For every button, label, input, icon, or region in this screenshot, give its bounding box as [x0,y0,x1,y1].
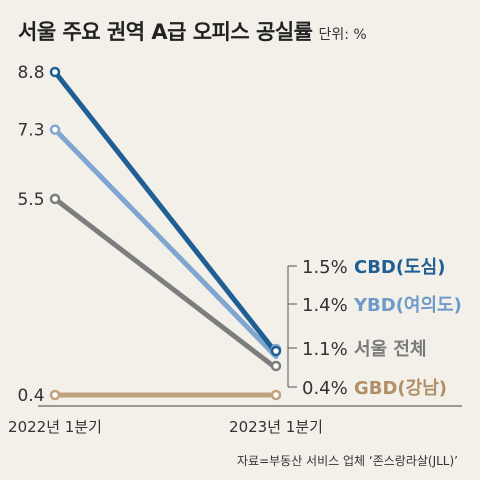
series-marker [49,389,61,401]
series-name-label: YBD(여의도) [353,295,462,316]
series-marker [270,345,282,357]
start-value-label: 7.3 [17,121,44,141]
x-tick-label: 2022년 1분기 [8,418,102,436]
series-line [52,196,279,371]
series-name-label: 서울 전체 [354,339,427,360]
unit-label: 단위: % [318,27,367,43]
x-tick-label: 2023년 1분기 [229,418,323,436]
series-name-label: GBD(강남) [354,378,447,399]
series-marker [270,389,282,401]
series-marker [49,124,61,135]
series-marker [49,66,61,78]
source-note: 자료=부동산 서비스 업체 ‘존스랑라살(JLL)’ [236,454,458,468]
start-value-label: 8.8 [17,63,44,83]
series-marker [270,360,282,372]
chart-title: 서울 주요 권역 A급 오피스 공실률 [18,20,313,44]
end-value-label: 1.4% [302,295,348,316]
end-value-label: 1.1% [302,339,348,360]
series-line [52,69,279,356]
series-marker [49,193,61,205]
start-value-label: 5.5 [17,190,44,210]
title-row: 서울 주요 권역 A급 오피스 공실률 단위: % [18,16,367,46]
series-name-label: CBD(도심) [354,257,445,278]
end-value-label: 1.5% [302,257,348,278]
series-line [52,127,279,360]
end-value-label: 0.4% [302,378,348,399]
start-value-label: 0.4 [17,386,44,406]
